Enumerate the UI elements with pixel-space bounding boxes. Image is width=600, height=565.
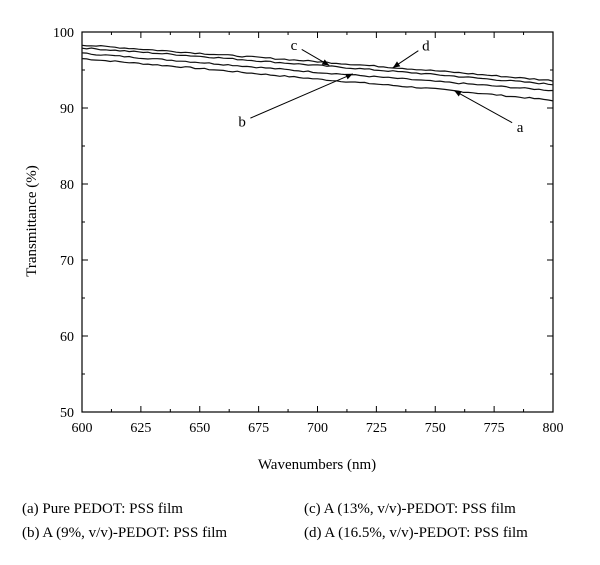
y-tick-label: 100 xyxy=(53,26,74,41)
x-tick-label: 600 xyxy=(72,421,93,436)
annotation-label-d: d xyxy=(422,39,430,55)
series-lines xyxy=(81,44,554,102)
y-tick-label: 80 xyxy=(60,178,74,193)
y-axis: 50 60 70 80 90 100 xyxy=(53,26,553,421)
y-tick-label: 70 xyxy=(60,254,74,269)
series-line-d xyxy=(81,44,554,82)
annotation-leader-a xyxy=(453,90,513,124)
transmittance-chart: 600 625 650 675 700 725 750 775 800 50 60 70 80 90 10… xyxy=(24,26,564,473)
legend-item-b: (b) A (9%, v/v)-PEDOT: PSS film xyxy=(22,525,228,541)
annotation-arrowhead-c xyxy=(321,59,330,66)
y-tick-label: 60 xyxy=(60,330,74,345)
x-axis: 600 625 650 675 700 725 750 775 800 xyxy=(72,32,564,436)
annotation-arrowhead-b xyxy=(345,73,353,80)
annotation-arrowhead-a xyxy=(454,90,462,97)
annotation-label-a: a xyxy=(517,120,524,136)
legend-item-d: (d) A (16.5%, v/v)-PEDOT: PSS film xyxy=(304,525,528,541)
legend: (a) Pure PEDOT: PSS film (c) A (13%, v/v… xyxy=(22,500,592,542)
y-tick-label: 50 xyxy=(60,406,74,421)
x-tick-label: 750 xyxy=(425,421,446,436)
x-tick-label: 675 xyxy=(248,421,269,436)
series-line-c xyxy=(81,47,554,86)
series-line-b xyxy=(81,52,554,92)
x-tick-label: 700 xyxy=(307,421,328,436)
y-axis-title: Transmittance (%) xyxy=(24,165,40,277)
y-tick-label: 90 xyxy=(60,102,74,117)
series-annotations: a b c d xyxy=(238,38,523,136)
x-tick-label: 775 xyxy=(484,421,505,436)
x-tick-label: 725 xyxy=(366,421,387,436)
x-tick-label: 625 xyxy=(130,421,151,436)
x-tick-label: 650 xyxy=(189,421,210,436)
x-axis-title: Wavenumbers (nm) xyxy=(258,457,376,473)
annotation-leader-b xyxy=(250,73,354,119)
legend-item-c: (c) A (13%, v/v)-PEDOT: PSS film xyxy=(304,501,516,517)
annotation-label-b: b xyxy=(238,115,246,131)
annotation-arrowhead-d xyxy=(392,61,401,68)
x-tick-label: 800 xyxy=(543,421,564,436)
series-line-a xyxy=(81,58,554,102)
annotation-label-c: c xyxy=(291,38,298,54)
legend-item-a: (a) Pure PEDOT: PSS film xyxy=(22,501,183,517)
